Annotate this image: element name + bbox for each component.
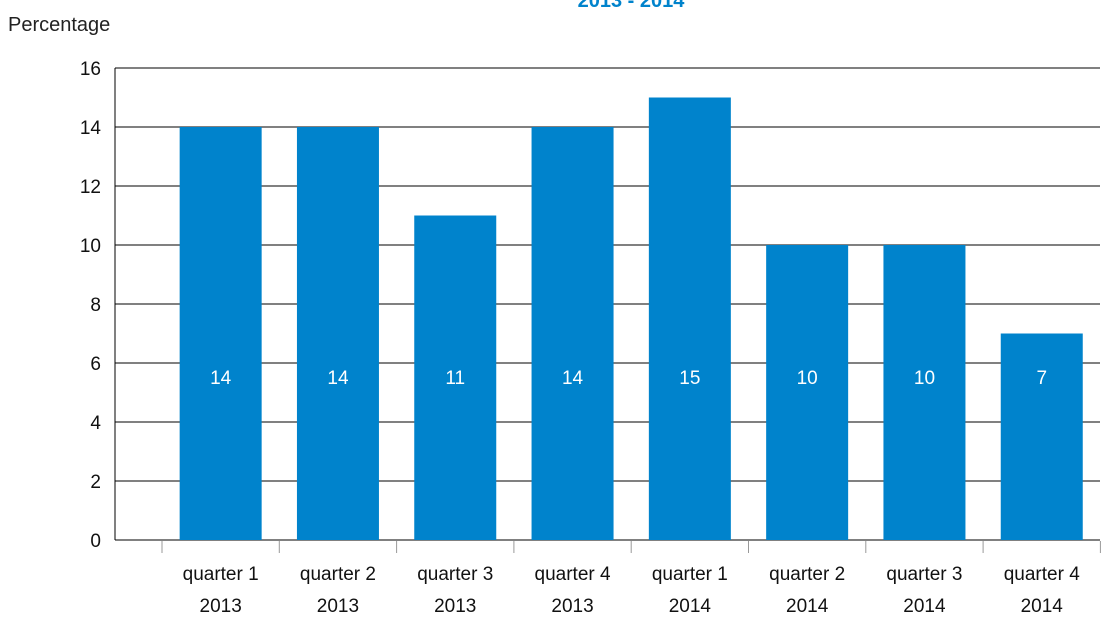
x-tick-label-quarter: quarter 3 — [417, 564, 493, 585]
bar-value-label: 10 — [914, 368, 935, 389]
x-tick-label-quarter: quarter 1 — [183, 564, 259, 585]
bar — [414, 215, 497, 540]
y-axis-ticks: 0 2 4 6 8 10 12 14 16 — [80, 59, 102, 552]
y-tick-label: 6 — [90, 354, 101, 375]
bar — [1000, 333, 1083, 540]
x-tick-label-year: 2013 — [200, 596, 242, 617]
x-tick-label-year: 2014 — [1021, 596, 1064, 617]
x-tick-label-year: 2013 — [317, 596, 359, 617]
bar — [179, 127, 262, 540]
x-axis: quarter 1 2013 quarter 2 2013 quarter 3 2013 q… — [161, 541, 1101, 617]
bars: 14 14 11 14 15 10 10 7 — [179, 97, 1083, 540]
x-tick-label-year: 2014 — [669, 596, 712, 617]
y-tick-label: 0 — [90, 531, 101, 552]
x-tick-label-quarter: quarter 2 — [769, 564, 845, 585]
x-tick-label-quarter: quarter 4 — [1004, 564, 1080, 585]
bar-value-label: 10 — [797, 368, 818, 389]
x-tick-label-year: 2013 — [551, 596, 593, 617]
bar-value-label: 14 — [210, 368, 232, 389]
y-axis-title: Percentage — [8, 14, 110, 36]
y-tick-label: 10 — [80, 236, 101, 257]
x-tick-label-year: 2014 — [786, 596, 829, 617]
y-tick-label: 4 — [90, 413, 101, 434]
bar — [531, 127, 614, 540]
bar-value-label: 11 — [445, 368, 465, 389]
x-tick-label-quarter: quarter 4 — [535, 564, 611, 585]
y-tick-label: 8 — [90, 295, 101, 316]
y-tick-label: 14 — [80, 118, 102, 139]
bar — [296, 127, 379, 540]
bar — [648, 97, 731, 540]
x-tick-label-year: 2013 — [434, 596, 476, 617]
y-tick-label: 12 — [80, 177, 101, 198]
bar-value-label: 7 — [1036, 368, 1047, 389]
bar — [766, 245, 849, 540]
bar-value-label: 14 — [562, 368, 584, 389]
x-tick-label-quarter: quarter 3 — [886, 564, 962, 585]
bar — [883, 245, 966, 540]
x-tick-label-year: 2014 — [903, 596, 946, 617]
x-tick-label-quarter: quarter 1 — [652, 564, 728, 585]
chart-title: 2013 - 2014 — [578, 0, 686, 12]
x-tick-label-quarter: quarter 2 — [300, 564, 376, 585]
bar-value-label: 14 — [327, 368, 349, 389]
y-tick-label: 2 — [90, 472, 101, 493]
y-tick-label: 16 — [80, 59, 101, 80]
bar-value-label: 15 — [679, 368, 700, 389]
